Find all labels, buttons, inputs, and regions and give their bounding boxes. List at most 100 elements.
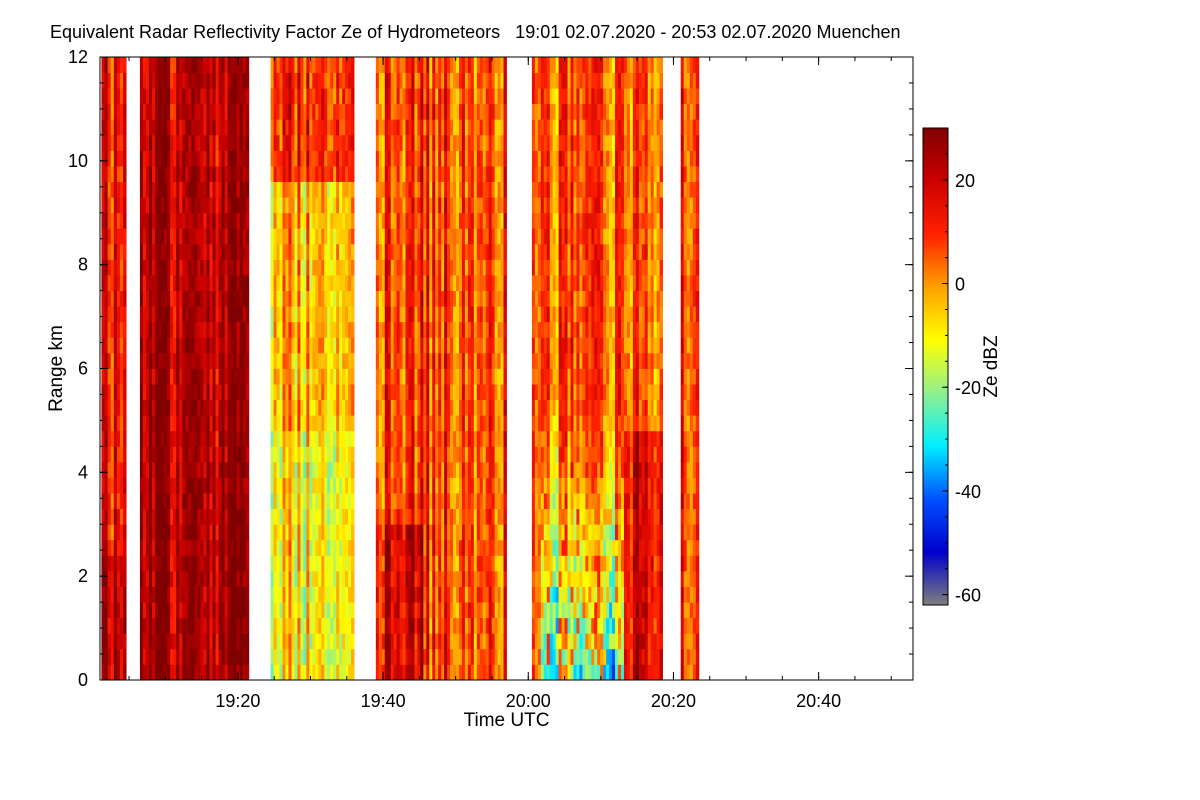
heatmap-cell: [500, 524, 504, 541]
heatmap-cell: [470, 290, 475, 307]
heatmap-cell: [282, 103, 286, 120]
heatmap-cell: [221, 633, 226, 650]
heatmap-cell: [552, 243, 557, 260]
heatmap-cell: [312, 306, 316, 323]
heatmap-cell: [221, 415, 226, 432]
heatmap-cell: [339, 384, 343, 401]
heatmap-cell: [411, 430, 415, 447]
heatmap-cell: [534, 197, 539, 214]
heatmap-cell: [176, 337, 180, 354]
heatmap-cell: [534, 306, 539, 323]
heatmap-cell: [294, 368, 298, 385]
heatmap-cell: [149, 290, 153, 307]
heatmap-cell: [142, 633, 147, 650]
heatmap-cell: [378, 212, 383, 229]
heatmap-cell: [540, 446, 545, 463]
heatmap-cell: [342, 664, 346, 681]
heatmap-cell: [185, 555, 189, 572]
heatmap-cell: [306, 103, 310, 120]
heatmap-cell: [531, 134, 536, 151]
heatmap-cell: [282, 508, 286, 525]
heatmap-cell: [233, 57, 238, 73]
heatmap-cell: [315, 524, 319, 541]
heatmap-cell: [411, 461, 415, 478]
heatmap-cell: [435, 212, 439, 229]
heatmap-cell: [345, 477, 349, 494]
heatmap-cell: [414, 243, 418, 260]
heatmap-cell: [534, 72, 539, 89]
heatmap-cell: [447, 570, 451, 587]
heatmap-cell: [497, 119, 501, 136]
heatmap-cell: [273, 134, 277, 151]
heatmap-cell: [145, 166, 150, 182]
heatmap-cell: [333, 57, 337, 73]
heatmap-cell: [209, 446, 213, 463]
heatmap-cell: [488, 602, 493, 619]
heatmap-cell: [270, 586, 274, 603]
heatmap-cell: [339, 493, 343, 510]
heatmap-cell: [233, 602, 238, 619]
heatmap-cell: [113, 384, 118, 401]
heatmap-cell: [375, 493, 380, 510]
heatmap-cell: [158, 399, 162, 416]
heatmap-cell: [420, 150, 424, 167]
heatmap-cell: [142, 150, 147, 167]
heatmap-cell: [149, 524, 153, 541]
heatmap-cell: [348, 290, 352, 307]
heatmap-cell: [491, 446, 496, 463]
heatmap-cell: [315, 134, 319, 151]
heatmap-cell: [330, 602, 334, 619]
heatmap-cell: [218, 617, 222, 634]
heatmap-cell: [482, 602, 487, 619]
heatmap-cell: [285, 399, 289, 416]
heatmap-cell: [107, 617, 112, 634]
heatmap-cell: [242, 72, 247, 89]
heatmap-cell: [230, 539, 235, 556]
heatmap-cell: [188, 290, 192, 307]
heatmap-cell: [405, 664, 409, 681]
heatmap-cell: [107, 212, 112, 229]
heatmap-cell: [497, 648, 501, 665]
heatmap-cell: [342, 430, 346, 447]
heatmap-cell: [390, 461, 395, 478]
heatmap-cell: [176, 119, 180, 136]
heatmap-cell: [285, 352, 289, 369]
heatmap-cell: [116, 508, 121, 525]
heatmap-cell: [161, 477, 165, 494]
heatmap-cell: [303, 88, 307, 105]
heatmap-cell: [345, 88, 349, 105]
heatmap-cell: [227, 228, 232, 245]
heatmap-cell: [200, 228, 204, 245]
heatmap-cell: [396, 602, 400, 619]
heatmap-cell: [173, 321, 177, 338]
heatmap-cell: [236, 57, 241, 73]
heatmap-cell: [426, 384, 430, 401]
heatmap-cell: [291, 384, 295, 401]
heatmap-cell: [182, 166, 186, 182]
heatmap-cell: [297, 119, 301, 136]
heatmap-cell: [119, 446, 124, 463]
heatmap-cell: [399, 493, 403, 510]
heatmap-cell: [185, 399, 189, 416]
heatmap-cell: [552, 275, 557, 292]
heatmap-cell: [405, 119, 409, 136]
heatmap-cell: [534, 570, 539, 587]
heatmap-cell: [158, 633, 162, 650]
heatmap-cell: [185, 352, 189, 369]
heatmap-cell: [534, 664, 539, 681]
heatmap-cell: [381, 290, 386, 307]
heatmap-cell: [119, 570, 124, 587]
heatmap-cell: [110, 384, 115, 401]
heatmap-cell: [152, 134, 156, 151]
heatmap-cell: [417, 275, 421, 292]
heatmap-cell: [482, 570, 487, 587]
heatmap-cell: [336, 664, 340, 681]
heatmap-cell: [197, 384, 201, 401]
heatmap-cell: [294, 461, 298, 478]
heatmap-cell: [300, 57, 304, 73]
heatmap-cell: [485, 306, 490, 323]
heatmap-cell: [315, 72, 319, 89]
heatmap-cell: [426, 539, 430, 556]
heatmap-cell: [276, 306, 280, 323]
heatmap-cell: [309, 539, 313, 556]
